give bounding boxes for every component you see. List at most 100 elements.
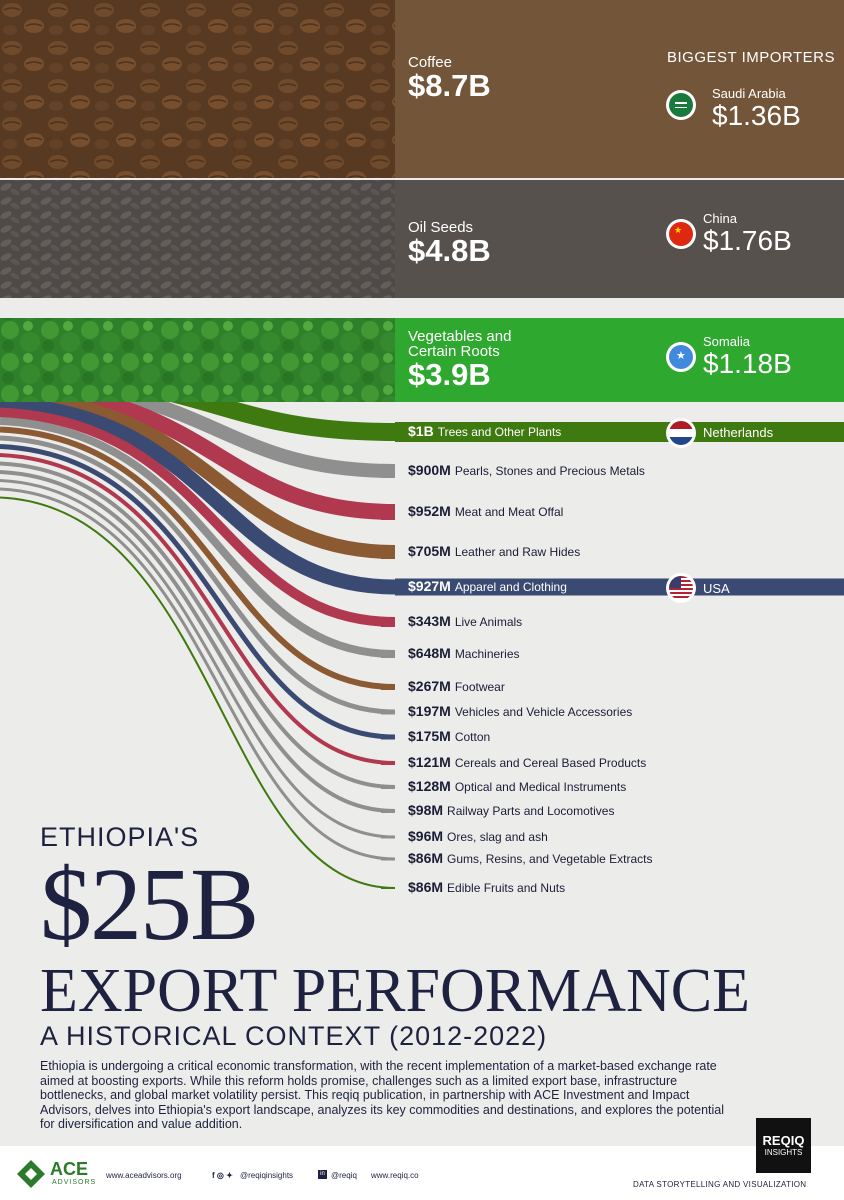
ribbon-14 xyxy=(0,487,396,861)
oilseeds-value: $4.8B xyxy=(408,233,491,268)
row-label: Machineries xyxy=(454,647,520,661)
commodity-row: $175M Cotton xyxy=(408,728,490,746)
importer-name: Somalia xyxy=(703,334,750,349)
row-bar-end-15 xyxy=(381,887,395,889)
commodity-row: $267M Footwear xyxy=(408,678,505,696)
oilseeds-photo-strip xyxy=(0,180,395,298)
coffee-label: Coffee xyxy=(408,54,452,71)
importers-header: BIGGEST IMPORTERS xyxy=(667,49,835,66)
usa-label: USA xyxy=(703,581,730,596)
coffee-photo-strip xyxy=(0,0,395,178)
intro-paragraph: Ethiopia is undergoing a critical econom… xyxy=(40,1059,725,1131)
ribbon-11 xyxy=(0,461,396,789)
ace-brand-sub: ADVISORS xyxy=(52,1179,97,1186)
reqiq-logo: REQIQ INSIGHTS xyxy=(756,1118,811,1173)
importer-value: $1.18B xyxy=(703,348,792,379)
ribbon-3 xyxy=(0,388,396,559)
coffee-photo-tint xyxy=(0,0,395,178)
veg-label-line1: Vegetables and xyxy=(408,328,512,345)
veg-label-line2: Certain Roots xyxy=(408,343,500,360)
commodity-row: $343M Live Animals xyxy=(408,613,522,631)
oilseeds-label: Oil Seeds xyxy=(408,219,474,236)
row-label: Cotton xyxy=(454,730,491,744)
row-value: $267M xyxy=(408,678,451,694)
oilseeds-photo-tint xyxy=(0,180,395,298)
linkedin-icon: in xyxy=(318,1170,327,1179)
ribbon-7 xyxy=(0,426,396,690)
row-value: $197M xyxy=(408,703,451,719)
ribbon-5 xyxy=(0,407,396,627)
ribbon-flows xyxy=(0,361,396,889)
importer-value: $1.76B xyxy=(703,225,792,256)
row-label: Pearls, Stones and Precious Metals xyxy=(454,464,645,478)
title-sub: A HISTORICAL CONTEXT (2012-2022) xyxy=(40,1021,548,1051)
row-bar-end-10 xyxy=(381,761,395,765)
coffee-band xyxy=(395,0,844,178)
ribbon-8 xyxy=(0,435,396,715)
row-label: Footwear xyxy=(454,680,505,694)
tagline: DATA STORYTELLING AND VISUALIZATION xyxy=(633,1180,807,1189)
row-bar-end-1 xyxy=(381,464,395,478)
row-value: $1B xyxy=(408,423,434,439)
ribbon-4 xyxy=(0,396,396,595)
row-label: Trees and Other Plants xyxy=(437,425,562,439)
importer-name: China xyxy=(703,211,737,226)
row-label: Edible Fruits and Nuts xyxy=(447,881,566,895)
commodity-row: $197M Vehicles and Vehicle Accessories xyxy=(408,703,632,721)
website-link[interactable]: www.aceadvisors.org xyxy=(106,1171,182,1180)
netherlands-label: Netherlands xyxy=(703,425,774,440)
row-value: $343M xyxy=(408,613,451,629)
row-label: Meat and Meat Offal xyxy=(454,505,564,519)
commodity-row: $128M Optical and Medical Instruments xyxy=(408,778,626,796)
commodity-row: $648M Machineries xyxy=(408,645,520,663)
row-bar-end-2 xyxy=(381,504,395,520)
reqiq-logo-line1: REQIQ xyxy=(762,1133,805,1148)
veg-block: Vegetables and Certain Roots $3.9B xyxy=(408,329,511,391)
row-label: Ores, slag and ash xyxy=(447,830,548,844)
oilseeds-block: Oil Seeds $4.8B xyxy=(408,220,491,267)
commodity-row: $96M Ores, slag and ash xyxy=(408,828,548,846)
row-value: $900M xyxy=(408,462,451,478)
commodity-row: $705M Leather and Raw Hides xyxy=(408,543,580,561)
row-value: $96M xyxy=(408,828,444,844)
row-value: $86M xyxy=(408,850,444,866)
commodity-row: $86M Edible Fruits and Nuts xyxy=(408,879,565,897)
row-band-4 xyxy=(395,578,844,596)
row-bar-end-11 xyxy=(381,785,395,789)
reqiq-logo-line2: INSIGHTS xyxy=(764,1148,803,1157)
social-handle[interactable]: @reqiqinsights xyxy=(240,1171,294,1180)
row-band-0 xyxy=(395,422,844,442)
row-bar-end-14 xyxy=(381,857,395,861)
ribbon-6 xyxy=(0,417,396,658)
row-bar-end-7 xyxy=(381,684,395,690)
ribbon-10 xyxy=(0,453,396,765)
ace-brand: ACE xyxy=(50,1159,89,1179)
coffee-block: Coffee $8.7B xyxy=(408,55,491,102)
somalia-flag-icon: ★ xyxy=(666,342,696,372)
row-bar-end-3 xyxy=(381,545,395,559)
ribbon-15 xyxy=(0,496,396,889)
row-bar-end-5 xyxy=(381,617,395,627)
row-bar-end-8 xyxy=(381,709,395,715)
oilseeds-band xyxy=(395,180,844,298)
row-label: Live Animals xyxy=(454,615,523,629)
row-label: Railway Parts and Locomotives xyxy=(447,804,615,818)
ribbon-9 xyxy=(0,444,396,740)
row-value: $98M xyxy=(408,802,444,818)
row-bar-end-12 xyxy=(381,809,395,813)
footer-bar xyxy=(0,1146,844,1200)
usa-flag-icon xyxy=(666,573,696,603)
linkedin-handle[interactable]: @reqiq xyxy=(331,1171,357,1180)
row-label: Gums, Resins, and Vegetable Extracts xyxy=(447,852,653,866)
row-bar-end-6 xyxy=(381,650,395,658)
row-bar-end-9 xyxy=(381,734,395,740)
commodity-row: $86M Gums, Resins, and Vegetable Extracts xyxy=(408,850,652,868)
saudi-flag-icon xyxy=(666,90,696,120)
commodity-row: $98M Railway Parts and Locomotives xyxy=(408,802,614,820)
row-value: $952M xyxy=(408,503,451,519)
veg-importer: Somalia $1.18B xyxy=(703,334,792,379)
ribbon-12 xyxy=(0,470,396,813)
reqiq-site-link[interactable]: www.reqiq.co xyxy=(371,1171,419,1180)
row-label: Cereals and Cereal Based Products xyxy=(454,756,647,770)
